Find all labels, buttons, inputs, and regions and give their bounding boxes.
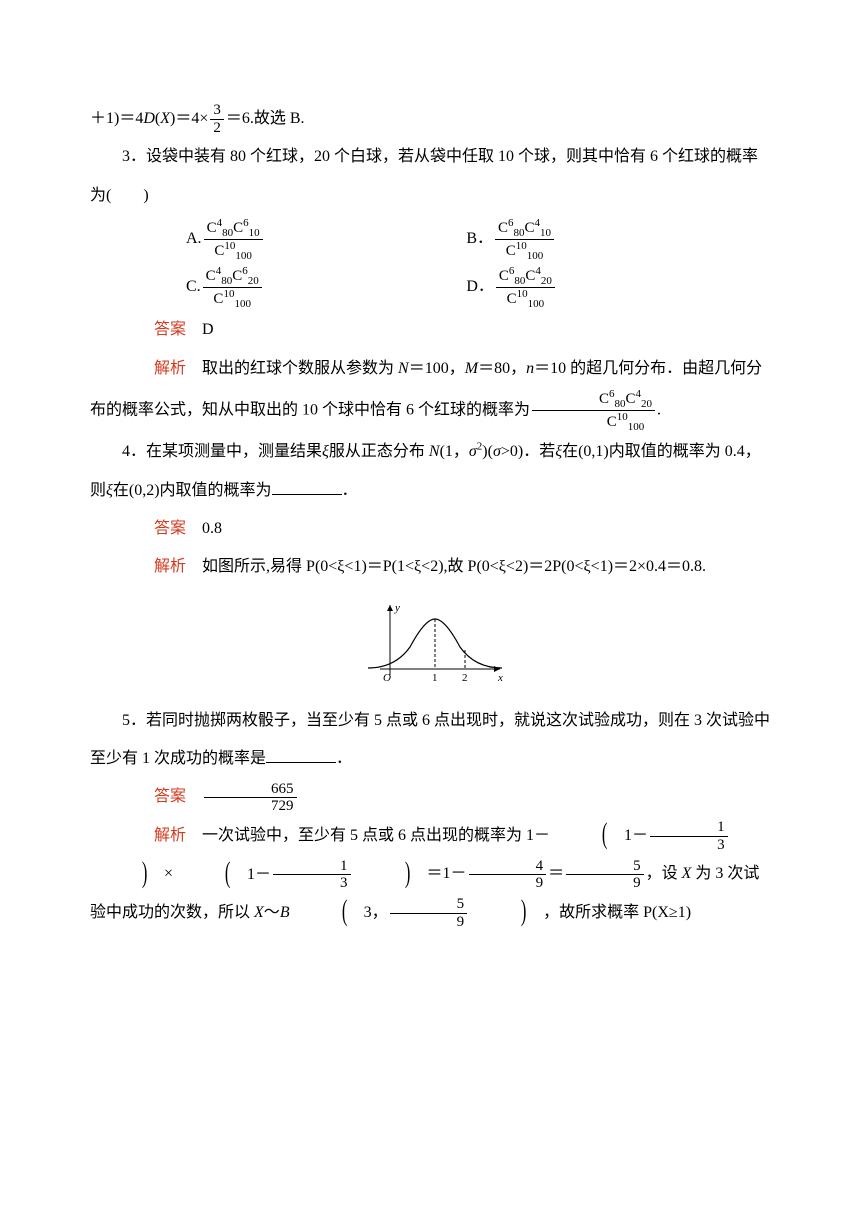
p1-post1: )＝4×	[170, 110, 208, 127]
q3-opt-a: A.C480C610C10100	[186, 215, 466, 263]
q3-opt-b: B．C680C410C10100	[466, 215, 746, 263]
q3-stem: 3．设袋中装有 80 个红球，20 个白球，若从袋中任取 10 个球，则其中恰有…	[90, 138, 770, 215]
q5-answer: 答案 665729	[90, 778, 770, 816]
q3-options: A.C480C610C10100 B．C680C410C10100 C.C480…	[186, 215, 770, 311]
p1-frac: 32	[210, 102, 224, 136]
q5-blank	[266, 745, 336, 764]
q4-analysis: 解析 如图所示,易得 P(0<ξ<1)＝P(1<ξ<2),故 P(0<ξ<2)＝…	[90, 548, 770, 586]
q4-answer: 答案 0.8	[90, 510, 770, 548]
tick-1: 1	[432, 672, 438, 684]
q5-stem: 5．若同时抛掷两枚骰子，当至少有 5 点或 6 点出现时，就说这次试验成功，则在…	[90, 702, 770, 779]
q4-blank	[272, 476, 342, 495]
p1-D: D	[143, 110, 155, 127]
p1-post2: ＝6.故选 B.	[226, 110, 305, 127]
normal-curve-diagram: O 1 2 x y	[350, 597, 510, 692]
tick-2: 2	[462, 672, 468, 684]
page-content: ＋1)＝4D(X)＝4×32＝6.故选 B. 3．设袋中装有 80 个红球，20…	[0, 0, 860, 982]
q3-analysis: 解析 取出的红球个数服从参数为 N＝100，M＝80，n＝10 的超几何分布．由…	[90, 350, 770, 434]
analysis-label: 解析	[154, 360, 186, 377]
p1-continuation: ＋1)＝4D(X)＝4×32＝6.故选 B.	[90, 100, 770, 138]
answer-label: 答案	[154, 321, 186, 338]
p1-pre: ＋1)＝4	[90, 110, 143, 127]
origin-label: O	[383, 672, 391, 684]
q5-analysis: 解析 一次试验中，至少有 5 点或 6 点出现的概率为 1－(1－13)×(1－…	[90, 817, 770, 933]
q3-answer: 答案 D	[90, 311, 770, 349]
q3-opt-c: C.C480C620C10100	[186, 263, 466, 311]
x-label: x	[497, 672, 503, 684]
q3-answer-value: D	[202, 321, 214, 338]
y-arrow-icon	[387, 605, 393, 611]
y-label: y	[394, 602, 400, 614]
q4-stem: 4．在某项测量中，测量结果ξ服从正态分布 N(1，σ2)(σ>0)．若ξ在(0,…	[90, 433, 770, 510]
p1-X: X	[160, 110, 170, 127]
q3-opt-d: D．C680C420C10100	[466, 263, 746, 311]
